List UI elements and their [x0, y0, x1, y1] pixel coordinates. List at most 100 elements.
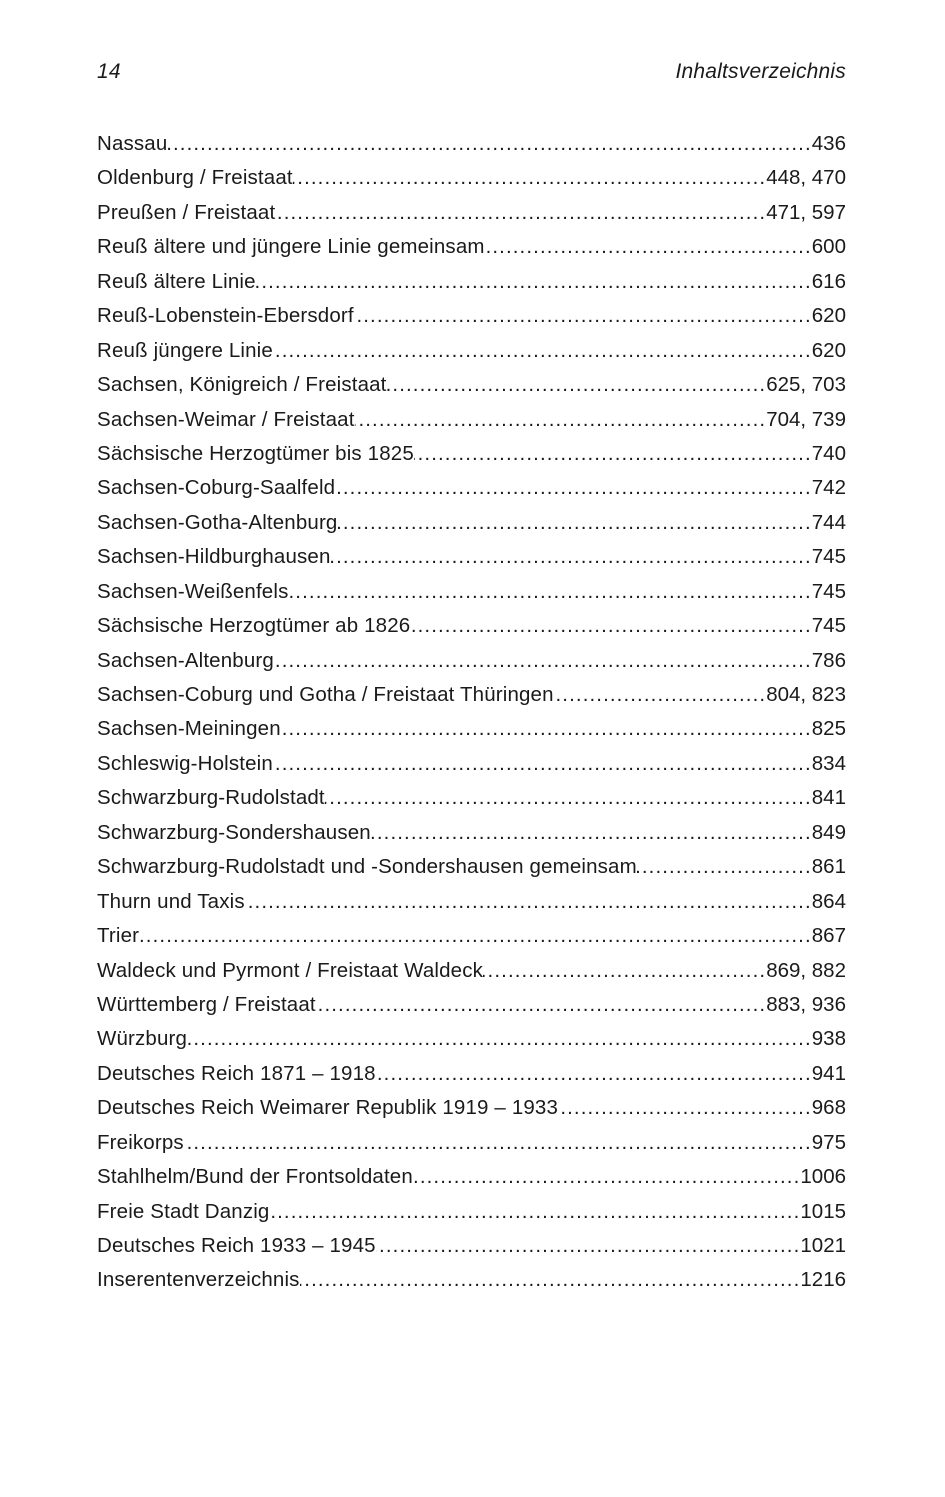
dot-leader: ........................................…: [183, 1130, 812, 1154]
dot-leader: ........................................…: [386, 373, 767, 397]
toc-entry-pages: 861: [811, 855, 846, 879]
toc-entry-pages: 975: [811, 1130, 846, 1154]
toc-entry: Reuß-Lobenstein-Ebersdorf ..............…: [97, 299, 846, 333]
dot-leader: ........................................…: [274, 648, 812, 672]
toc-entry-title: Sachsen-Weimar / Freistaat: [97, 407, 355, 431]
toc-entry: Freikorps ..............................…: [97, 1126, 846, 1160]
toc-entry-pages: 740: [811, 441, 846, 465]
toc-entry-pages: 625, 703: [766, 373, 846, 397]
toc-entry: Deutsches Reich Weimarer Republik 1919 –…: [97, 1091, 846, 1125]
dot-leader: ........................................…: [337, 510, 812, 534]
toc-entry: Sachsen-Meiningen ......................…: [97, 712, 846, 746]
toc-entry-title: Waldeck und Pyrmont / Freistaat Waldeck: [97, 958, 483, 982]
dot-leader: ........................................…: [637, 855, 812, 879]
toc-entry-title: Deutsches Reich 1933 – 1945: [97, 1234, 376, 1257]
toc-entry-title: Stahlhelm/Bund der Frontsoldaten: [97, 1165, 413, 1189]
toc-entry: Würzburg ...............................…: [97, 1022, 846, 1056]
dot-leader: ........................................…: [330, 545, 812, 569]
dot-leader: ........................................…: [316, 992, 767, 1016]
toc-entry-title: Deutsches Reich Weimarer Republik 1919 –…: [97, 1096, 559, 1120]
toc-entry: Sachsen-Hildburghausen .................…: [97, 540, 846, 574]
page-header: 14 Inhaltsverzeichnis: [97, 60, 846, 84]
toc-entry-title: Sächsische Herzogtümer ab 1826: [97, 614, 411, 638]
toc-entry: Sachsen-Gotha-Altenburg ................…: [97, 506, 846, 540]
dot-leader: ........................................…: [273, 338, 812, 362]
dot-leader: ........................................…: [281, 717, 812, 741]
dot-leader: ........................................…: [139, 924, 812, 948]
dot-leader: ........................................…: [554, 683, 767, 706]
toc-entry: Preußen / Freistaat ....................…: [97, 196, 846, 230]
toc-entry: Schwarzburg-Sondershausen ..............…: [97, 816, 846, 850]
toc-entry-pages: 704, 739: [766, 407, 846, 431]
toc-entry: Thurn und Taxis ........................…: [97, 885, 846, 919]
dot-leader: ........................................…: [187, 1027, 812, 1051]
toc-entry-title: Trier: [97, 924, 140, 948]
toc-entry-title: Schwarzburg-Rudolstadt und -Sondershause…: [97, 855, 637, 879]
toc-entry-title: Sachsen-Coburg und Gotha / Freistaat Thü…: [97, 683, 554, 706]
toc-entry-title: Deutsches Reich 1871 – 1918: [97, 1061, 376, 1085]
toc-entry-pages: 745: [811, 579, 846, 603]
dot-leader: ........................................…: [256, 269, 812, 293]
toc-entry-pages: 448, 470: [766, 166, 846, 190]
toc-entry: Sachsen, Königreich / Freistaat ........…: [97, 368, 846, 402]
toc-entry: Sächsische Herzogtümer bis 1825 ........…: [97, 437, 846, 471]
toc-entry-pages: 1216: [800, 1268, 846, 1292]
toc-entry: Sachsen-Altenburg ......................…: [97, 644, 846, 678]
toc-entry: Sachsen-Coburg und Gotha / Freistaat Thü…: [97, 678, 846, 712]
page-header-title: Inhaltsverzeichnis: [675, 60, 846, 83]
toc-entry-title: Sachsen-Coburg-Saalfeld: [97, 476, 336, 500]
dot-leader: ........................................…: [269, 1199, 801, 1223]
toc-entry-pages: 744: [811, 510, 846, 534]
toc-entry-title: Sachsen, Königreich / Freistaat: [97, 373, 387, 397]
toc-entry: Deutsches Reich 1871 – 1918 ............…: [97, 1057, 846, 1091]
toc-entry-title: Reuß ältere und jüngere Linie gemeinsam: [97, 235, 485, 259]
toc-entry-title: Reuß jüngere Linie: [97, 338, 273, 362]
toc-entry-pages: 620: [811, 338, 846, 362]
toc-entry: Reuß ältere Linie ......................…: [97, 265, 846, 299]
dot-leader: ........................................…: [167, 132, 812, 155]
dot-leader: ........................................…: [376, 1061, 812, 1085]
toc-entry-title: Nassau: [97, 132, 168, 155]
toc-entry-pages: 867: [811, 924, 846, 948]
toc-entry-pages: 883, 936: [766, 992, 846, 1016]
toc-entry-title: Sachsen-Hildburghausen: [97, 545, 331, 569]
dot-leader: ........................................…: [558, 1096, 812, 1120]
toc-entry-pages: 742: [811, 476, 846, 500]
toc-entry-pages: 1021: [800, 1234, 846, 1257]
toc-entry-title: Sachsen-Meiningen: [97, 717, 281, 741]
toc-entry-title: Thurn und Taxis: [97, 889, 245, 913]
dot-leader: ........................................…: [299, 1268, 801, 1292]
dot-leader: ........................................…: [353, 304, 812, 328]
dot-leader: ........................................…: [484, 235, 812, 259]
toc-entry: Trier ..................................…: [97, 919, 846, 953]
toc-entry: Freie Stadt Danzig .....................…: [97, 1195, 846, 1229]
dot-leader: ........................................…: [376, 1234, 801, 1257]
dot-leader: ........................................…: [413, 1165, 801, 1189]
toc-entry-pages: 869, 882: [766, 958, 846, 982]
toc-entry-title: Sachsen-Weißenfels: [97, 579, 289, 603]
toc-entry-pages: 620: [811, 304, 846, 328]
toc-entry-pages: 938: [811, 1027, 846, 1051]
toc-list: Nassau .................................…: [97, 127, 846, 1298]
toc-entry-pages: 941: [811, 1061, 846, 1085]
toc-entry-title: Sächsische Herzogtümer bis 1825: [97, 441, 414, 465]
toc-entry: Reuß ältere und jüngere Linie gemeinsam …: [97, 230, 846, 264]
toc-entry: Deutsches Reich 1933 – 1945 ............…: [97, 1229, 846, 1263]
toc-entry-pages: 825: [811, 717, 846, 741]
page-number: 14: [97, 60, 121, 83]
toc-entry: Inserentenverzeichnis ..................…: [97, 1263, 846, 1297]
toc-entry-title: Sachsen-Altenburg: [97, 648, 274, 672]
toc-entry-pages: 804, 823: [766, 683, 846, 706]
toc-entry-pages: 786: [811, 648, 846, 672]
dot-leader: ........................................…: [414, 441, 812, 465]
toc-entry-pages: 436: [811, 132, 846, 155]
dot-leader: ........................................…: [245, 889, 812, 913]
toc-entry: Stahlhelm/Bund der Frontsoldaten .......…: [97, 1160, 846, 1194]
toc-entry-pages: 1006: [800, 1165, 846, 1189]
toc-entry-title: Oldenburg / Freistaat: [97, 166, 293, 190]
toc-entry: Schwarzburg-Rudolstadt .................…: [97, 781, 846, 815]
toc-entry-pages: 849: [811, 820, 846, 844]
dot-leader: ........................................…: [483, 958, 767, 982]
toc-entry: Sachsen-Weimar / Freistaat .............…: [97, 403, 846, 437]
